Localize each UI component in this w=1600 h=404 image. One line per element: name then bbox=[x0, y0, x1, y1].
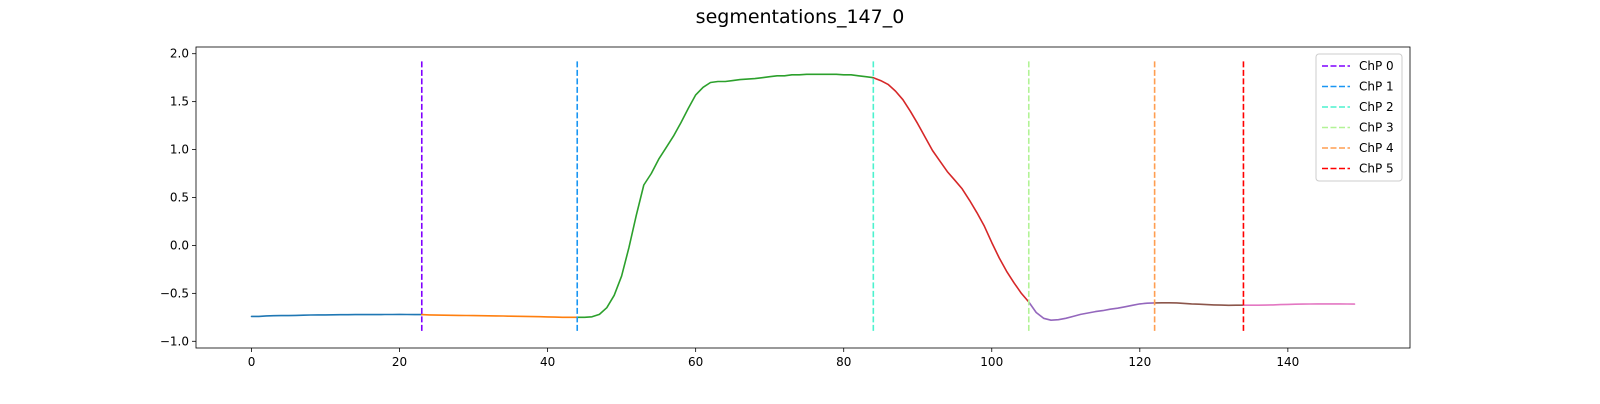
x-tick-label: 60 bbox=[688, 355, 703, 369]
chart-title: segmentations_147_0 bbox=[696, 6, 905, 28]
axes-frame bbox=[195, 46, 1411, 349]
signal-segment-2 bbox=[576, 73, 875, 319]
y-tick-label: −1.0 bbox=[160, 334, 189, 348]
y-tick-label: 0.0 bbox=[170, 238, 189, 252]
y-tick-label: −0.5 bbox=[160, 286, 189, 300]
signal-segment-1 bbox=[420, 313, 579, 319]
y-tick-label: 1.5 bbox=[170, 95, 189, 109]
x-tick-label: 0 bbox=[248, 355, 256, 369]
legend-label-3: ChP 3 bbox=[1359, 121, 1394, 135]
y-tick-label: 1.0 bbox=[170, 143, 189, 157]
y-tick-label: 0.5 bbox=[170, 191, 189, 205]
x-tick-label: 40 bbox=[540, 355, 555, 369]
plot-area: 0 20 40 60 80 100 120 140 −1.0 −0.5 0.0 0.5 1.0 1.5 2.… bbox=[160, 46, 1411, 369]
x-tick-label: 140 bbox=[1276, 355, 1299, 369]
signal-segment-0 bbox=[250, 313, 423, 318]
legend-label-5: ChP 5 bbox=[1359, 162, 1394, 176]
legend-label-1: ChP 1 bbox=[1359, 80, 1394, 94]
x-tick-label: 80 bbox=[836, 355, 851, 369]
legend: ChP 0 ChP 1 ChP 2 ChP 3 ChP 4 ChP 5 bbox=[1315, 53, 1403, 182]
signal-segment-3 bbox=[872, 76, 1030, 303]
x-tick-label: 120 bbox=[1128, 355, 1151, 369]
signal-segment-6 bbox=[1242, 303, 1356, 307]
legend-label-4: ChP 4 bbox=[1359, 141, 1394, 155]
y-tick-label: 2.0 bbox=[170, 47, 189, 61]
signal-segment-4 bbox=[1028, 301, 1156, 322]
signal-segment-5 bbox=[1153, 301, 1245, 307]
x-tick-label: 100 bbox=[980, 355, 1003, 369]
legend-label-0: ChP 0 bbox=[1359, 59, 1394, 73]
x-tick-label: 20 bbox=[392, 355, 407, 369]
legend-label-2: ChP 2 bbox=[1359, 100, 1394, 114]
legend-frame bbox=[1315, 53, 1403, 182]
